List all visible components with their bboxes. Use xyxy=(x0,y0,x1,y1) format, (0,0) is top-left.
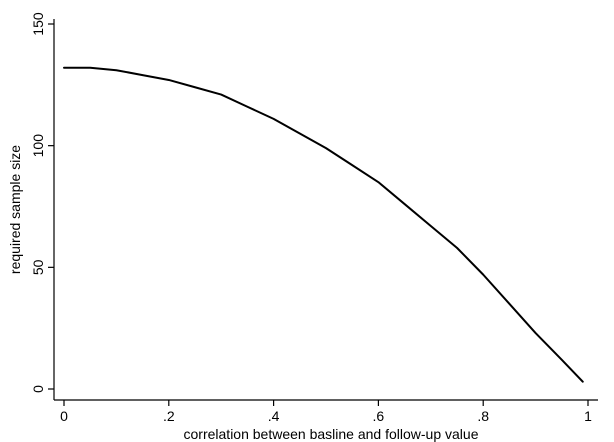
x-tick-label-5: 1 xyxy=(584,408,592,424)
y-tick-label-0: 0 xyxy=(30,385,46,393)
y-ticks: 0 50 100 150 xyxy=(30,12,54,393)
x-tick-label-3: .6 xyxy=(373,408,385,424)
series-line-0 xyxy=(63,66,584,383)
x-ticks: 0 .2 .4 .6 .8 1 xyxy=(60,400,592,424)
y-tick-label-1: 50 xyxy=(30,259,46,275)
y-tick-label-3: 150 xyxy=(30,12,46,36)
plot-area xyxy=(63,66,584,383)
y-tick-label-2: 100 xyxy=(30,134,46,158)
y-axis-title: required sample size xyxy=(7,145,23,274)
x-tick-label-1: .2 xyxy=(163,408,175,424)
x-tick-label-0: 0 xyxy=(60,408,68,424)
x-axis-title: correlation between basline and follow-u… xyxy=(184,426,479,442)
x-tick-label-4: .8 xyxy=(477,408,489,424)
x-tick-label-2: .4 xyxy=(268,408,280,424)
